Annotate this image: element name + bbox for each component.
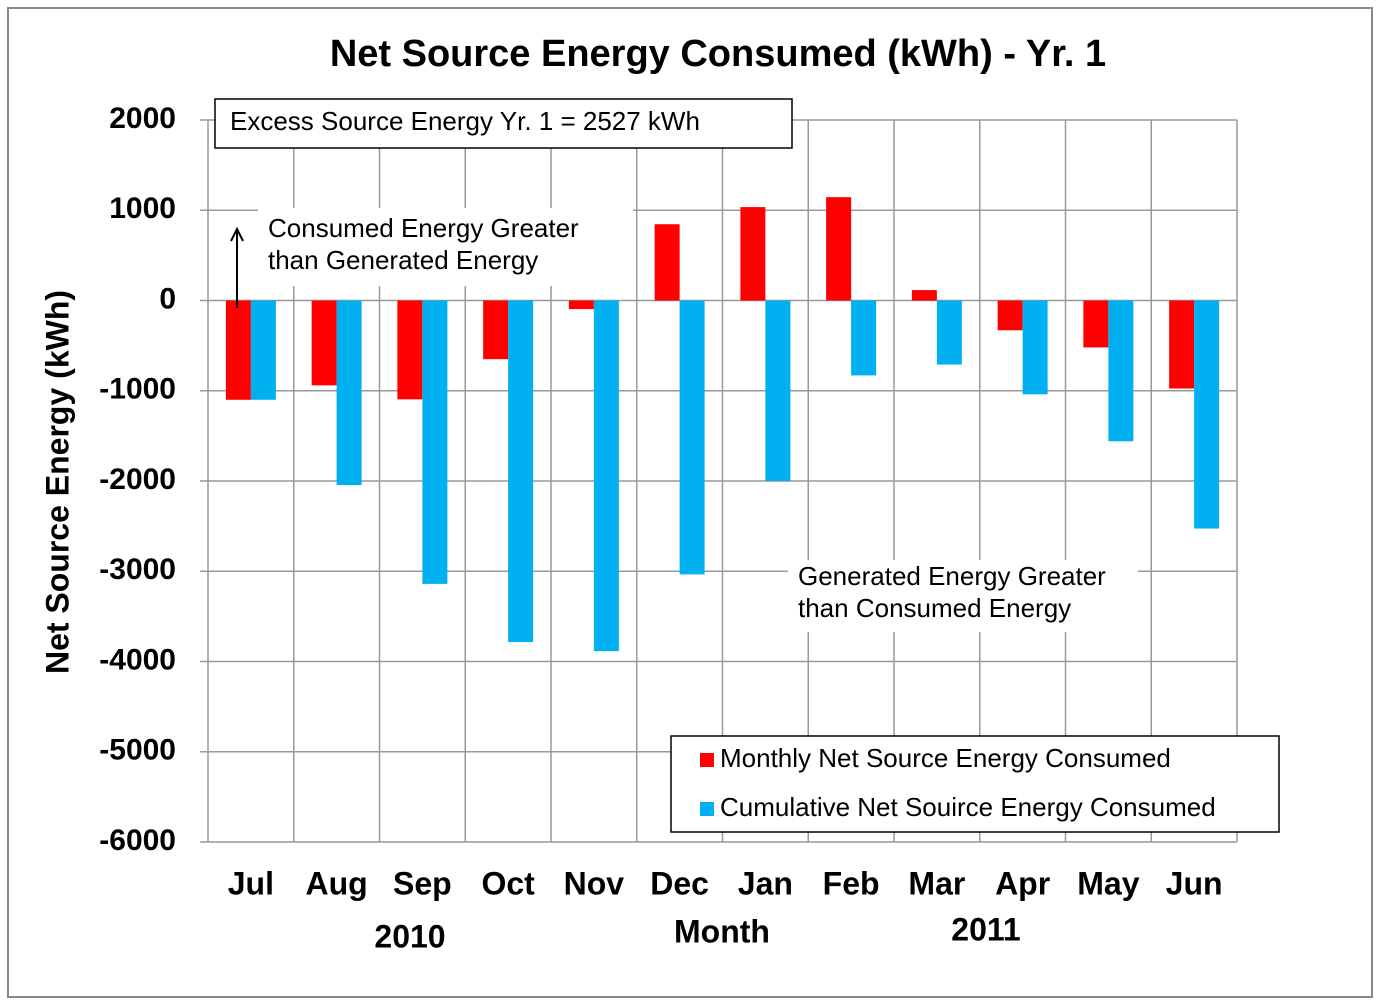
bar	[568, 300, 594, 310]
annotation-box	[214, 98, 793, 149]
y-tick-label: 2000	[109, 102, 176, 135]
year-label: 2011	[951, 911, 1020, 947]
x-tick-label: Nov	[564, 865, 625, 901]
x-tick-label: Mar	[908, 865, 965, 901]
bar	[1108, 300, 1134, 442]
x-tick-label: Sep	[393, 865, 452, 901]
arrow-head	[230, 226, 244, 242]
y-tick-label: -1000	[99, 373, 176, 406]
x-tick-label: Aug	[306, 865, 368, 901]
bar	[422, 300, 448, 584]
y-tick-label: -4000	[99, 643, 176, 676]
bar	[997, 300, 1023, 331]
x-tick-label: Jan	[738, 865, 793, 901]
y-axis-label: Net Source Energy (kWh)	[39, 290, 75, 674]
annotation: than Generated Energy	[268, 245, 538, 275]
x-tick-label: Feb	[823, 865, 880, 901]
x-tick-label: Dec	[650, 865, 709, 901]
y-tick-label: -5000	[99, 734, 176, 767]
bar	[593, 300, 619, 652]
x-tick-label: Apr	[995, 865, 1050, 901]
y-tick-label: -2000	[99, 463, 176, 496]
y-tick-label: 1000	[109, 192, 176, 225]
x-axis-label: Month	[674, 913, 770, 949]
x-tick-label: Jun	[1166, 865, 1223, 901]
bar	[740, 207, 766, 301]
legend-label: Monthly Net Source Energy Consumed	[720, 743, 1171, 773]
y-tick-label: -3000	[99, 553, 176, 586]
bar	[936, 300, 962, 365]
bar	[765, 300, 791, 481]
bar	[336, 300, 362, 486]
bar	[1083, 300, 1109, 348]
bar	[508, 300, 534, 643]
x-tick-label: May	[1077, 865, 1139, 901]
y-tick-label: -6000	[99, 824, 176, 857]
y-tick-label: 0	[159, 282, 176, 315]
x-tick-label: Oct	[481, 865, 535, 901]
bar	[1022, 300, 1048, 395]
year-label: 2010	[374, 918, 445, 954]
annotation: Consumed Energy Greater	[268, 213, 579, 243]
legend-label: Cumulative Net Souirce Energy Consumed	[720, 792, 1216, 822]
annotation: than Consumed Energy	[798, 593, 1071, 623]
annotation: Generated Energy Greater	[798, 561, 1106, 591]
bar	[826, 197, 852, 301]
bar	[679, 300, 705, 575]
annotation: Excess Source Energy Yr. 1 = 2527 kWh	[230, 106, 700, 136]
legend-swatch	[700, 802, 714, 816]
bar	[397, 300, 423, 400]
bars	[225, 197, 1220, 652]
annotation-bg	[258, 208, 633, 286]
x-tick-label: Jul	[228, 865, 274, 901]
bar	[225, 300, 251, 400]
bar	[654, 224, 680, 301]
bar	[911, 290, 937, 301]
bar	[1169, 300, 1195, 389]
chart-title: Net Source Energy Consumed (kWh) - Yr. 1	[330, 33, 1106, 75]
legend-box	[670, 735, 1280, 833]
bar	[311, 300, 337, 386]
annotation-bg	[788, 560, 1138, 632]
bar	[1194, 300, 1220, 529]
bar	[851, 300, 877, 376]
bar	[250, 300, 276, 400]
legend-swatch	[700, 753, 714, 767]
bar	[483, 300, 509, 360]
legend: Monthly Net Source Energy Consumed Cumula…	[670, 735, 1280, 833]
